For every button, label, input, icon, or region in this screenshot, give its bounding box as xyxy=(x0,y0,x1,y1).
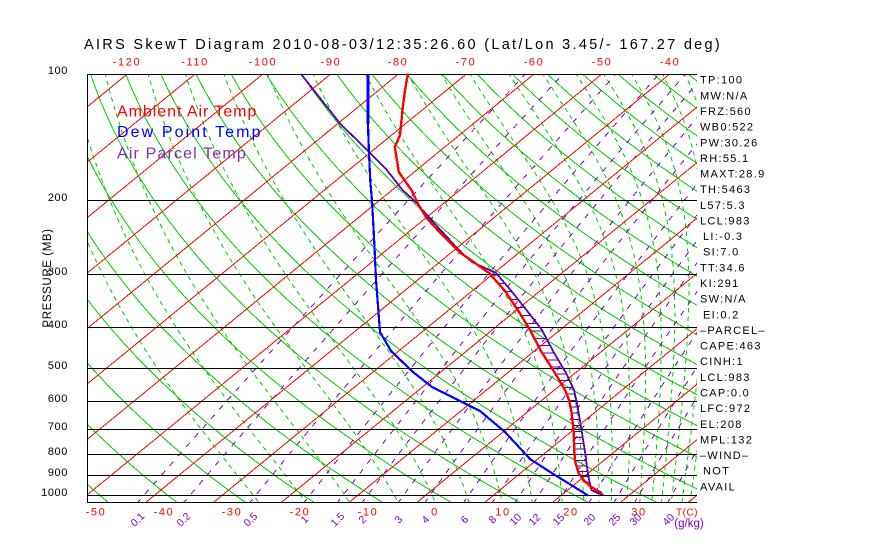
svg-text:600: 600 xyxy=(48,393,68,405)
svg-text:TH:5463: TH:5463 xyxy=(700,184,751,196)
svg-text:TT:34.6: TT:34.6 xyxy=(700,262,746,274)
svg-text:-120: -120 xyxy=(113,57,141,69)
svg-text:RH:55.1: RH:55.1 xyxy=(700,153,749,165)
svg-text:800: 800 xyxy=(48,446,68,458)
svg-text:Air Parcel Temp: Air Parcel Temp xyxy=(117,146,247,163)
svg-text:1000: 1000 xyxy=(41,487,68,499)
svg-text:LI:-0.3: LI:-0.3 xyxy=(703,231,743,243)
svg-text:WB0:522: WB0:522 xyxy=(700,122,754,134)
svg-text:-110: -110 xyxy=(181,57,209,69)
svg-text:–PARCEL–: –PARCEL– xyxy=(700,325,766,337)
svg-text:MAXT:28.9: MAXT:28.9 xyxy=(700,169,766,181)
svg-text:(g/kg): (g/kg) xyxy=(674,518,704,530)
svg-text:AVAIL: AVAIL xyxy=(700,481,736,493)
svg-text:300: 300 xyxy=(48,266,68,278)
svg-text:CAP:0.0: CAP:0.0 xyxy=(700,388,750,400)
svg-text:-100: -100 xyxy=(249,57,277,69)
svg-text:TP:100: TP:100 xyxy=(700,75,743,87)
svg-text:KI:291: KI:291 xyxy=(700,278,740,290)
svg-text:LCL:983: LCL:983 xyxy=(700,216,751,228)
svg-text:20: 20 xyxy=(563,507,578,519)
svg-text:400: 400 xyxy=(48,319,68,331)
svg-text:700: 700 xyxy=(48,421,68,433)
svg-text:200: 200 xyxy=(48,192,68,204)
svg-text:100: 100 xyxy=(48,65,68,77)
svg-text:EL:208: EL:208 xyxy=(700,419,743,431)
svg-text:LCL:983: LCL:983 xyxy=(700,372,751,384)
svg-text:PW:30.26: PW:30.26 xyxy=(700,137,759,149)
svg-text:-20: -20 xyxy=(290,507,311,519)
svg-text:-60: -60 xyxy=(524,57,545,69)
svg-text:-40: -40 xyxy=(660,57,681,69)
svg-text:–WIND–: –WIND– xyxy=(700,450,749,462)
svg-text:-50: -50 xyxy=(592,57,613,69)
svg-text:AIRS SkewT Diagram 2010-08-03/: AIRS SkewT Diagram 2010-08-03/12:35:26.6… xyxy=(84,37,722,53)
svg-text:Ambient Air Temp: Ambient Air Temp xyxy=(117,104,257,121)
svg-text:900: 900 xyxy=(48,467,68,479)
svg-text:CINH:1: CINH:1 xyxy=(700,356,744,368)
svg-text:-30: -30 xyxy=(222,507,243,519)
svg-text:T(C): T(C) xyxy=(676,508,698,519)
svg-text:-50: -50 xyxy=(86,507,107,519)
svg-text:Dew Point Temp: Dew Point Temp xyxy=(117,124,263,141)
svg-text:0: 0 xyxy=(431,507,439,519)
svg-text:-90: -90 xyxy=(321,57,342,69)
svg-text:MPL:132: MPL:132 xyxy=(700,434,753,446)
svg-text:10: 10 xyxy=(495,507,510,519)
svg-text:CAPE:463: CAPE:463 xyxy=(700,341,762,353)
svg-text:SW:N/A: SW:N/A xyxy=(700,294,747,306)
svg-text:EI:0.2: EI:0.2 xyxy=(703,309,740,321)
svg-text:500: 500 xyxy=(48,360,68,372)
svg-text:NOT: NOT xyxy=(703,466,730,478)
svg-text:L57:5.3: L57:5.3 xyxy=(700,200,746,212)
svg-text:-10: -10 xyxy=(358,507,379,519)
svg-text:FRZ:560: FRZ:560 xyxy=(700,106,752,118)
svg-text:-70: -70 xyxy=(456,57,477,69)
svg-text:-40: -40 xyxy=(154,507,175,519)
svg-text:PRESSURE (MB): PRESSURE (MB) xyxy=(42,228,54,327)
svg-text:30: 30 xyxy=(631,507,646,519)
svg-text:SI:7.0: SI:7.0 xyxy=(703,247,740,259)
svg-text:-80: -80 xyxy=(388,57,409,69)
svg-text:MW:N/A: MW:N/A xyxy=(700,90,749,102)
svg-text:LFC:972: LFC:972 xyxy=(700,403,751,415)
